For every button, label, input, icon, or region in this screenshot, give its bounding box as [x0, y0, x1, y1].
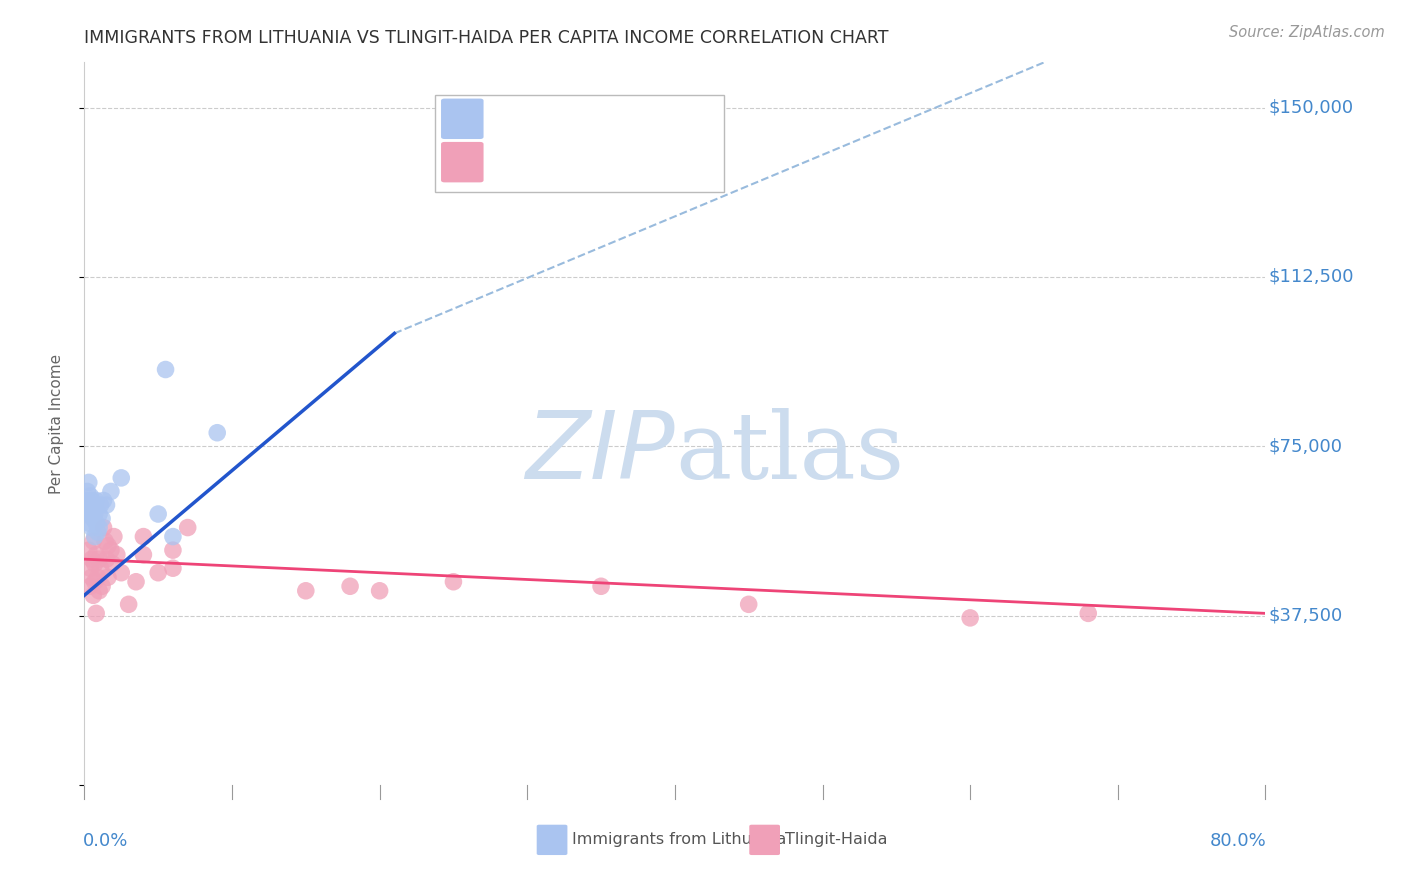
- Point: [91, 579, 114, 593]
- Text: Tlingit-Haida: Tlingit-Haida: [785, 832, 887, 847]
- Text: 0.0%: 0.0%: [83, 832, 128, 850]
- Point: [87, 507, 111, 521]
- Point: [132, 530, 155, 544]
- Point: [83, 530, 105, 544]
- Point: [90, 561, 112, 575]
- Point: [105, 548, 128, 562]
- Text: Source: ZipAtlas.com: Source: ZipAtlas.com: [1229, 25, 1385, 40]
- Point: [86, 524, 108, 539]
- Point: [443, 574, 465, 589]
- Point: [97, 570, 120, 584]
- Point: [76, 507, 98, 521]
- Text: N = 42: N = 42: [616, 153, 679, 170]
- Point: [79, 579, 101, 593]
- Point: [84, 493, 107, 508]
- FancyBboxPatch shape: [441, 99, 484, 139]
- Y-axis label: Per Capita Income: Per Capita Income: [49, 353, 63, 494]
- FancyBboxPatch shape: [537, 825, 568, 855]
- Point: [148, 566, 170, 580]
- FancyBboxPatch shape: [441, 142, 484, 182]
- FancyBboxPatch shape: [749, 825, 780, 855]
- Point: [162, 530, 184, 544]
- Point: [83, 507, 105, 521]
- Point: [75, 493, 97, 508]
- Point: [79, 507, 101, 521]
- Text: $37,500: $37,500: [1270, 607, 1343, 624]
- Point: [103, 530, 125, 544]
- Point: [1077, 607, 1099, 621]
- Point: [207, 425, 229, 440]
- Point: [339, 579, 361, 593]
- Point: [82, 498, 104, 512]
- Point: [82, 511, 104, 525]
- Point: [110, 471, 132, 485]
- Point: [96, 498, 118, 512]
- Point: [80, 502, 103, 516]
- Point: [77, 543, 100, 558]
- Point: [132, 548, 155, 562]
- Point: [97, 539, 120, 553]
- Point: [110, 566, 132, 580]
- Point: [84, 516, 107, 530]
- Point: [77, 516, 100, 530]
- Point: [77, 475, 100, 490]
- Point: [94, 534, 117, 549]
- Point: [76, 484, 98, 499]
- Point: [80, 552, 103, 566]
- Point: [177, 520, 200, 534]
- Text: ZIP: ZIP: [526, 407, 675, 498]
- Point: [83, 574, 105, 589]
- Point: [79, 561, 101, 575]
- Point: [84, 548, 107, 562]
- Point: [82, 534, 104, 549]
- Point: [162, 543, 184, 558]
- Point: [87, 552, 111, 566]
- Point: [90, 498, 112, 512]
- Text: IMMIGRANTS FROM LITHUANIA VS TLINGIT-HAIDA PER CAPITA INCOME CORRELATION CHART: IMMIGRANTS FROM LITHUANIA VS TLINGIT-HAI…: [84, 29, 889, 47]
- Text: Immigrants from Lithuania: Immigrants from Lithuania: [572, 832, 786, 847]
- Point: [368, 583, 391, 598]
- Point: [84, 607, 107, 621]
- Point: [86, 570, 108, 584]
- Point: [148, 507, 170, 521]
- Text: $112,500: $112,500: [1270, 268, 1354, 286]
- Point: [80, 493, 103, 508]
- Point: [83, 557, 105, 571]
- Point: [162, 561, 184, 575]
- Text: R =  0.609: R = 0.609: [489, 109, 585, 127]
- Point: [959, 611, 981, 625]
- Point: [101, 557, 124, 571]
- Text: $75,000: $75,000: [1270, 437, 1343, 455]
- Point: [87, 520, 111, 534]
- FancyBboxPatch shape: [434, 95, 724, 193]
- Text: atlas: atlas: [675, 408, 904, 498]
- Point: [80, 570, 103, 584]
- Text: $150,000: $150,000: [1270, 99, 1354, 117]
- Text: 80.0%: 80.0%: [1209, 832, 1267, 850]
- Text: R = -0.253: R = -0.253: [489, 153, 586, 170]
- Point: [93, 493, 115, 508]
- Point: [125, 574, 148, 589]
- Point: [77, 498, 100, 512]
- Text: N = 30: N = 30: [616, 109, 679, 127]
- Point: [591, 579, 613, 593]
- Point: [100, 543, 122, 558]
- Point: [79, 489, 101, 503]
- Point: [96, 552, 118, 566]
- Point: [118, 598, 141, 612]
- Point: [738, 598, 761, 612]
- Point: [155, 362, 177, 376]
- Point: [91, 511, 114, 525]
- Point: [80, 520, 103, 534]
- Point: [100, 484, 122, 499]
- Point: [82, 588, 104, 602]
- Point: [87, 583, 111, 598]
- Point: [295, 583, 318, 598]
- Point: [93, 520, 115, 534]
